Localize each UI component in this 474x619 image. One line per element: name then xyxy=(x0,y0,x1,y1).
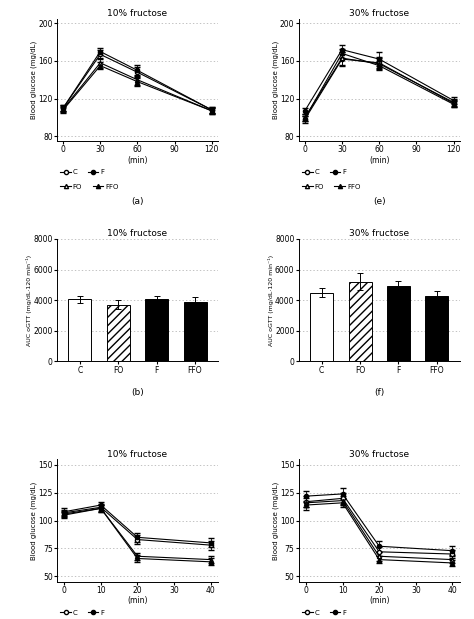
Bar xyxy=(107,305,130,361)
Bar xyxy=(387,287,410,361)
X-axis label: (min): (min) xyxy=(127,597,148,605)
X-axis label: (min): (min) xyxy=(369,155,390,165)
Bar xyxy=(310,293,333,361)
Bar xyxy=(145,299,168,361)
Bar xyxy=(348,282,372,361)
Title: 10% fructose: 10% fructose xyxy=(108,9,167,18)
Y-axis label: AUC oGTT (mg/dL·120 min⁻¹): AUC oGTT (mg/dL·120 min⁻¹) xyxy=(26,254,32,346)
Text: (e): (e) xyxy=(373,197,385,206)
Text: (a): (a) xyxy=(131,197,144,206)
Y-axis label: Blood glucose (mg/dL): Blood glucose (mg/dL) xyxy=(272,482,279,560)
Title: 30% fructose: 30% fructose xyxy=(349,449,409,459)
Text: (b): (b) xyxy=(131,388,144,397)
X-axis label: (min): (min) xyxy=(369,597,390,605)
Text: (f): (f) xyxy=(374,388,384,397)
Title: 30% fructose: 30% fructose xyxy=(349,229,409,238)
Bar xyxy=(425,296,448,361)
Legend: FO, FFO: FO, FFO xyxy=(302,184,360,189)
Y-axis label: AUC oGTT (mg/dL·120 min⁻¹): AUC oGTT (mg/dL·120 min⁻¹) xyxy=(267,254,273,346)
X-axis label: (min): (min) xyxy=(127,155,148,165)
Y-axis label: Blood glucose (mg/dL): Blood glucose (mg/dL) xyxy=(30,41,37,119)
Title: 10% fructose: 10% fructose xyxy=(108,229,167,238)
Bar xyxy=(68,300,91,361)
Legend: FO, FFO: FO, FFO xyxy=(60,184,118,189)
Title: 30% fructose: 30% fructose xyxy=(349,9,409,18)
Y-axis label: Blood glucose (mg/dL): Blood glucose (mg/dL) xyxy=(272,41,279,119)
Bar xyxy=(183,301,207,361)
Y-axis label: Blood glucose (mg/dL): Blood glucose (mg/dL) xyxy=(30,482,37,560)
Title: 10% fructose: 10% fructose xyxy=(108,449,167,459)
